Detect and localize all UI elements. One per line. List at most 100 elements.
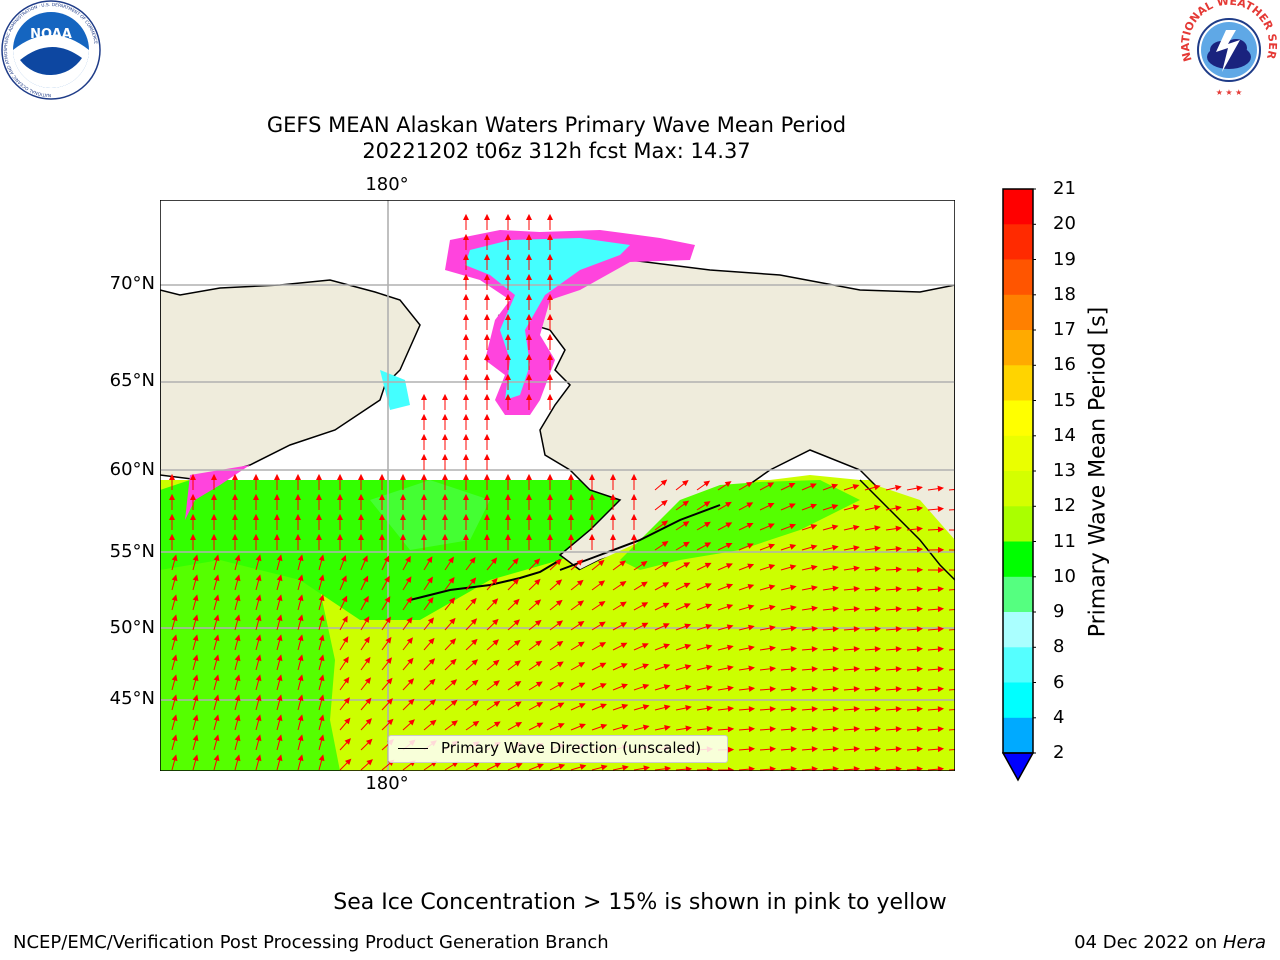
wave-direction-arrowhead [683, 541, 690, 548]
wave-direction-arrowhead [483, 393, 491, 400]
wave-direction-arrowhead [462, 253, 470, 260]
wave-direction-arrowhead [546, 513, 554, 520]
wave-direction-arrowhead [504, 333, 512, 340]
wave-direction-arrowhead [788, 483, 796, 489]
wave-direction-arrowhead [429, 719, 437, 726]
wave-direction-arrowhead [504, 313, 512, 320]
lat-label-65: 65°N [109, 370, 155, 391]
wave-direction-arrowhead [661, 499, 668, 507]
wave-direction-arrowhead [462, 413, 470, 420]
wave-direction-arrowhead [546, 293, 554, 300]
wave-direction-arrowhead [746, 481, 753, 488]
wave-direction-arrowhead [441, 393, 449, 400]
wave-direction-arrowhead [705, 583, 712, 589]
wave-direction-arrowhead [895, 746, 903, 753]
wave-direction-arrow [948, 648, 955, 651]
wave-direction-arrowhead [255, 734, 262, 742]
wave-direction-arrowhead [210, 513, 218, 520]
wave-direction-arrowhead [429, 678, 436, 686]
wave-direction-arrowhead [662, 582, 670, 588]
wave-direction-arrowhead [483, 313, 491, 320]
colorbar-tick-label: 15 [1053, 389, 1076, 411]
wave-direction-arrowhead [790, 766, 798, 771]
colorbar-segment [1003, 541, 1033, 578]
wave-direction-arrowhead [726, 563, 733, 569]
wave-direction-arrowhead [790, 726, 798, 733]
wave-direction-arrowhead [811, 605, 818, 612]
wave-direction-arrowhead [853, 766, 861, 771]
colorbar-segment [1003, 224, 1033, 261]
wave-direction-arrowhead [365, 738, 373, 746]
wave-direction-arrowhead [525, 233, 533, 240]
wave-direction-arrowhead [450, 699, 458, 706]
wave-direction-arrowhead [790, 625, 797, 632]
wave-direction-arrowhead [362, 575, 369, 583]
wave-direction-arrowhead [588, 533, 596, 540]
wave-direction-arrowhead [852, 484, 860, 490]
wave-direction-arrowhead [483, 233, 491, 240]
wave-direction-arrowhead [598, 580, 606, 587]
wave-direction-arrowhead [441, 413, 449, 420]
wave-direction-arrowhead [525, 273, 533, 280]
wave-direction-arrowhead [428, 637, 435, 645]
wave-direction-arrowhead [483, 453, 491, 460]
colorbar-tick-label: 10 [1053, 565, 1076, 587]
wave-direction-arrowhead [725, 501, 732, 508]
svg-text:★ ★ ★: ★ ★ ★ [1216, 88, 1243, 97]
wave-direction-arrowhead [385, 657, 393, 664]
wave-direction-arrowhead [748, 766, 756, 771]
wave-direction-arrowhead [895, 726, 903, 733]
wave-direction-arrowhead [937, 766, 945, 771]
wave-direction-arrowhead [210, 533, 218, 540]
wave-direction-arrowhead [378, 473, 386, 480]
wave-direction-arrowhead [748, 685, 756, 692]
colorbar-segment [1003, 365, 1033, 402]
wave-direction-arrowhead [483, 513, 491, 520]
wave-direction-arrowhead [252, 473, 260, 480]
wave-direction-arrowhead [768, 563, 776, 570]
wave-direction-arrowhead [448, 556, 454, 564]
colorbar-tick-label: 16 [1053, 354, 1076, 376]
wave-direction-arrowhead [790, 605, 797, 611]
wave-direction-arrowhead [748, 665, 755, 672]
wave-direction-arrowhead [684, 623, 692, 630]
colorbar-tick-label: 17 [1053, 319, 1076, 340]
wave-direction-arrowhead [504, 533, 512, 540]
wave-direction-arrowhead [407, 657, 414, 665]
wave-direction-arrowhead [234, 674, 241, 682]
wave-direction-arrowhead [525, 333, 533, 340]
wave-direction-arrowhead [276, 574, 283, 582]
wave-direction-arrowhead [192, 714, 199, 722]
wave-direction-arrowhead [727, 726, 735, 733]
wave-direction-arrowhead [171, 714, 178, 722]
wave-direction-arrowhead [630, 473, 638, 480]
wave-direction-arrowhead [441, 473, 449, 480]
wave-direction-arrowhead [363, 616, 370, 623]
wave-direction-arrowhead [462, 373, 470, 380]
wave-direction-arrowhead [462, 233, 470, 240]
footer-credit: NCEP/EMC/Verification Post Processing Pr… [13, 932, 609, 953]
wave-direction-arrowhead [682, 479, 689, 487]
wave-direction-arrowhead [364, 656, 371, 664]
wave-direction-arrowhead [546, 493, 554, 500]
wave-direction-arrowhead [189, 513, 197, 520]
wave-direction-arrowhead [895, 646, 903, 653]
wave-direction-arrowhead [546, 273, 554, 280]
wave-direction-arrowhead [937, 686, 945, 693]
wave-direction-arrowhead [579, 723, 586, 730]
wave-direction-arrowhead [234, 654, 241, 662]
wave-direction-arrowhead [811, 766, 819, 771]
wave-direction-arrowhead [706, 705, 713, 712]
wave-direction-arrowhead [231, 493, 239, 500]
wave-direction-arrowhead [916, 666, 924, 673]
wave-direction-arrowhead [533, 558, 541, 565]
wave-direction-arrowhead [557, 702, 565, 709]
wave-direction-arrowhead [462, 293, 470, 300]
wave-direction-arrowhead [577, 620, 585, 627]
wave-direction-arrowhead [399, 533, 407, 540]
wave-direction-arrowhead [535, 681, 543, 688]
wave-direction-arrowhead [895, 606, 903, 613]
wave-direction-arrowhead [525, 493, 533, 500]
wave-direction-arrowhead [811, 625, 819, 632]
wave-direction-arrowhead [769, 726, 777, 733]
